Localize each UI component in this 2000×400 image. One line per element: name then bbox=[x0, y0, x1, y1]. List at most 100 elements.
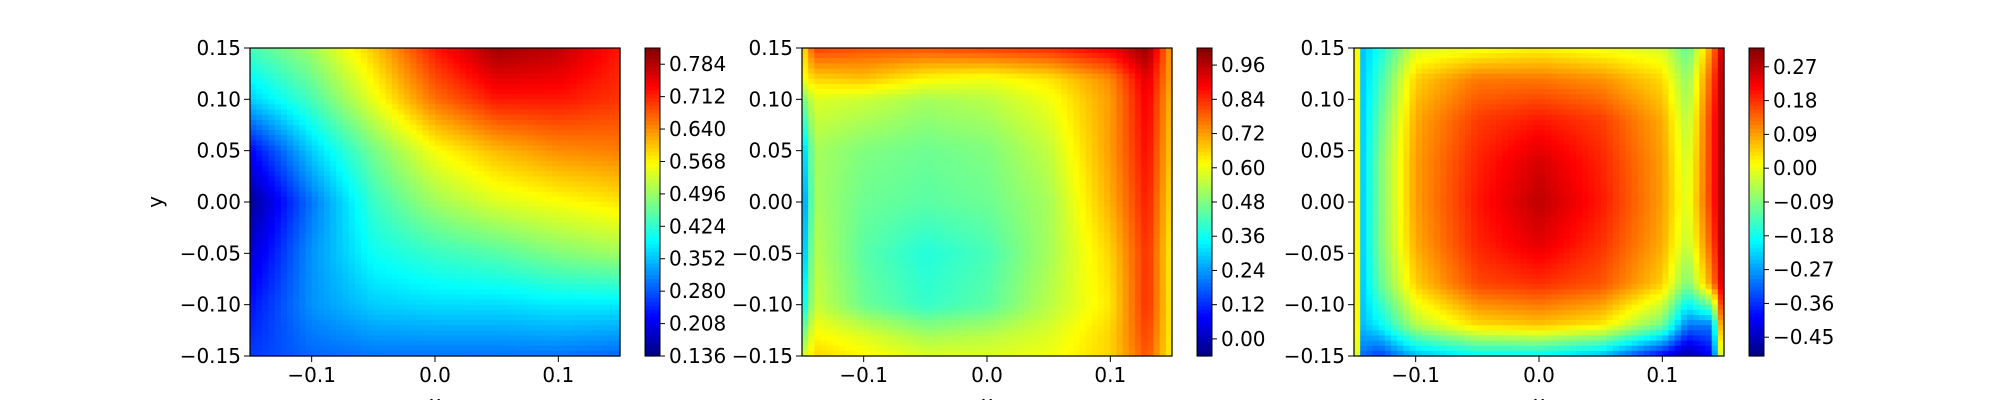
heatmap-cell bbox=[527, 150, 535, 157]
heatmap-cell bbox=[342, 135, 350, 141]
heatmap-cell bbox=[465, 58, 473, 64]
heatmap-cell bbox=[589, 104, 596, 111]
heatmap-cell bbox=[1147, 83, 1155, 90]
heatmap-cell bbox=[435, 109, 442, 116]
heatmap-cell bbox=[268, 181, 276, 188]
heatmap-cell bbox=[435, 171, 442, 177]
heatmap-cell bbox=[490, 191, 498, 198]
heatmap-cell bbox=[268, 350, 276, 357]
heatmap-cell bbox=[447, 155, 455, 162]
heatmap-cell bbox=[808, 119, 815, 126]
heatmap-cell bbox=[250, 217, 257, 224]
heatmap-cell bbox=[250, 145, 257, 152]
heatmap-cell bbox=[509, 299, 516, 306]
heatmap-cell bbox=[589, 140, 596, 147]
heatmap-cell bbox=[428, 263, 436, 270]
heatmap-cell bbox=[280, 263, 288, 270]
heatmap-cell bbox=[447, 273, 455, 280]
heatmap-cell bbox=[1017, 99, 1025, 106]
heatmap-cell bbox=[465, 232, 473, 239]
heatmap-cell bbox=[465, 335, 473, 342]
heatmap-cell bbox=[1122, 104, 1130, 111]
heatmap-cell bbox=[601, 150, 609, 157]
heatmap-cell bbox=[311, 130, 319, 136]
heatmap-cell bbox=[589, 53, 596, 59]
heatmap-cell bbox=[943, 130, 951, 136]
heatmap-cell bbox=[509, 284, 516, 290]
heatmap-cell bbox=[1073, 130, 1081, 136]
heatmap-cell bbox=[324, 99, 331, 106]
heatmap-cell bbox=[876, 140, 883, 147]
heatmap-cell bbox=[1030, 125, 1037, 131]
heatmap-cell bbox=[869, 78, 877, 85]
heatmap-cell bbox=[601, 109, 609, 116]
heatmap-cell bbox=[1159, 48, 1167, 54]
heatmap-cell bbox=[826, 83, 834, 90]
heatmap-cell bbox=[919, 145, 926, 152]
heatmap-cell bbox=[336, 83, 344, 90]
heatmap-cell bbox=[256, 53, 263, 59]
heatmap-cell bbox=[422, 330, 430, 337]
heatmap-cell bbox=[336, 345, 344, 352]
heatmap-cell bbox=[453, 78, 461, 85]
heatmap-cell bbox=[342, 273, 350, 280]
heatmap-cell bbox=[441, 104, 448, 111]
heatmap-cell bbox=[539, 263, 547, 270]
heatmap-cell bbox=[256, 217, 263, 224]
heatmap-cell bbox=[490, 73, 498, 80]
heatmap-cell bbox=[509, 119, 516, 126]
heatmap-cell bbox=[398, 258, 405, 265]
heatmap-cell bbox=[869, 94, 877, 100]
heatmap-cell bbox=[583, 83, 590, 90]
heatmap-cell bbox=[1079, 130, 1087, 136]
heatmap-cell bbox=[354, 289, 362, 295]
heatmap-cell bbox=[330, 284, 337, 290]
heatmap-cell bbox=[607, 268, 615, 275]
heatmap-cell bbox=[613, 145, 621, 152]
heatmap-cell bbox=[1073, 99, 1081, 106]
heatmap-cell bbox=[435, 58, 442, 64]
heatmap-cell bbox=[472, 273, 479, 280]
heatmap-cell bbox=[299, 125, 307, 131]
heatmap-cell bbox=[293, 78, 300, 85]
heatmap-cell bbox=[1054, 83, 1062, 90]
heatmap-cell bbox=[317, 166, 325, 172]
heatmap-cell bbox=[354, 217, 362, 224]
heatmap-cell bbox=[336, 186, 344, 193]
heatmap-cell bbox=[808, 53, 815, 59]
heatmap-cell bbox=[502, 150, 510, 157]
heatmap-cell bbox=[250, 186, 257, 193]
heatmap-cell bbox=[484, 130, 492, 136]
heatmap-cell bbox=[268, 119, 276, 126]
heatmap-cell bbox=[465, 284, 473, 290]
heatmap-cell bbox=[354, 279, 362, 285]
colorbar-segment bbox=[645, 329, 660, 334]
heatmap-cell bbox=[410, 335, 418, 342]
colorbar-segment bbox=[645, 236, 660, 242]
heatmap-cell bbox=[422, 94, 430, 100]
heatmap-cell bbox=[576, 135, 584, 141]
heatmap-cell bbox=[453, 191, 461, 198]
heatmap-cell bbox=[441, 243, 448, 249]
heatmap-cell bbox=[851, 89, 859, 95]
heatmap-cell bbox=[925, 68, 933, 75]
heatmap-cell bbox=[459, 350, 467, 357]
heatmap-cell bbox=[416, 232, 424, 239]
heatmap-cell bbox=[447, 119, 455, 126]
heatmap-cell bbox=[546, 104, 553, 111]
heatmap-cell bbox=[280, 335, 288, 342]
heatmap-cell bbox=[435, 130, 442, 136]
heatmap-cell bbox=[527, 314, 535, 321]
heatmap-cell bbox=[398, 232, 405, 239]
heatmap-cell bbox=[558, 63, 566, 70]
heatmap-cell bbox=[863, 63, 871, 70]
heatmap-cell bbox=[1110, 145, 1118, 152]
heatmap-cell bbox=[472, 83, 479, 90]
heatmap-cell bbox=[459, 273, 467, 280]
heatmap-cell bbox=[515, 237, 522, 244]
heatmap-cell bbox=[379, 325, 387, 331]
heatmap-cell bbox=[317, 294, 325, 301]
heatmap-cell bbox=[826, 104, 834, 111]
heatmap-cell bbox=[299, 263, 307, 270]
heatmap-cell bbox=[262, 155, 270, 162]
